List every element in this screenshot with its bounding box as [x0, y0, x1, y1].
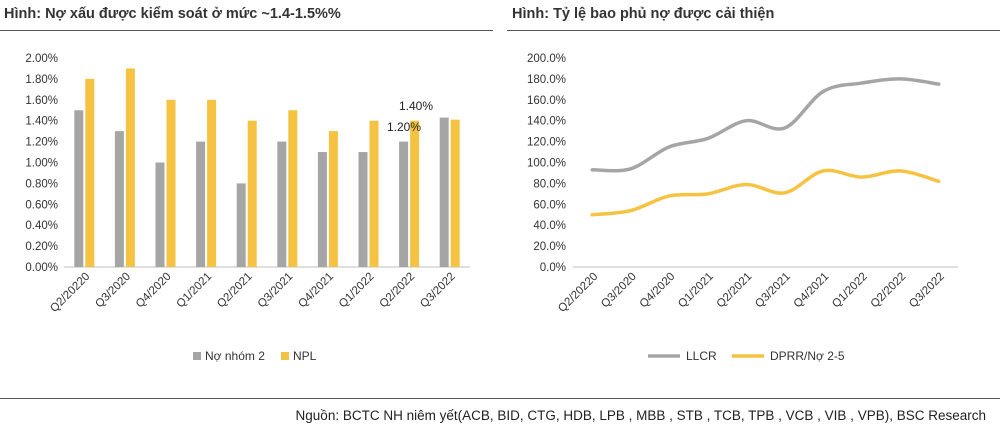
- x-tick-label: Q2/2022: [869, 271, 909, 311]
- legend-label-no-nhom-2: Nợ nhóm 2: [205, 349, 265, 363]
- y-tick-label: 60.0%: [533, 199, 566, 211]
- series-line-llcr: [590, 77, 941, 173]
- source-divider: [0, 398, 1000, 399]
- right-chart-title: Hình: Tỷ lệ bao phủ nợ được cải thiện: [512, 6, 775, 22]
- bar-npl: [410, 120, 420, 267]
- bar-npl: [85, 78, 95, 268]
- annotation-label: 1.20%: [387, 120, 421, 134]
- bar-no-nhom-2: [114, 131, 124, 267]
- y-tick-label: 2.00%: [25, 53, 58, 65]
- y-tick-label: 140.0%: [527, 116, 566, 128]
- x-tick-label: Q3/2021: [256, 271, 296, 311]
- right-title-divider: [507, 30, 1000, 31]
- x-tick-label: Q4/2020: [638, 271, 678, 311]
- bar-npl: [247, 120, 257, 267]
- left-chart-title: Hình: Nợ xấu được kiểm soát ở mức ~1.4-1…: [4, 6, 341, 22]
- y-tick-label: 20.0%: [533, 241, 566, 253]
- bar-no-nhom-2: [317, 152, 327, 267]
- bar-no-nhom-2: [196, 141, 206, 267]
- y-tick-label: 0.00%: [25, 262, 58, 274]
- y-tick-label: 80.0%: [533, 178, 566, 190]
- x-tick-label: Q3/2020: [93, 271, 133, 311]
- x-tick-label: Q1/2021: [175, 271, 215, 311]
- bar-npl: [288, 110, 298, 267]
- bar-npl: [450, 119, 460, 267]
- x-tick-label: Q3/2022: [907, 271, 947, 311]
- bar-no-nhom-2: [358, 152, 368, 267]
- bar-no-nhom-2: [236, 183, 246, 267]
- y-tick-label: 200.0%: [527, 53, 566, 65]
- x-tick-label: Q2/2021: [715, 271, 755, 311]
- y-tick-label: 40.0%: [533, 220, 566, 232]
- x-tick-label: Q3/2022: [418, 271, 458, 311]
- bar-no-nhom-2: [74, 110, 84, 267]
- bar-no-nhom-2: [277, 141, 287, 267]
- legend-label-dprr: DPRR/Nợ 2-5: [770, 349, 845, 363]
- charts-canvas: 0.00% 0.20% 0.40% 0.60% 0.80% 1.00% 1.20% 1.40%…: [25, 53, 958, 363]
- bar-no-nhom-2: [155, 162, 165, 267]
- y-tick-label: 100.0%: [527, 158, 566, 170]
- bar-npl: [166, 99, 176, 267]
- legend-swatch-npl: [281, 352, 289, 360]
- x-tick-label: Q4/2020: [134, 271, 174, 311]
- legend-label-npl: NPL: [293, 349, 317, 363]
- y-tick-label: 0.20%: [25, 241, 58, 253]
- y-tick-label: 1.60%: [25, 95, 58, 107]
- bar-no-nhom-2: [439, 117, 449, 267]
- x-tick-label: Q1/2022: [830, 271, 870, 311]
- x-tick-label: Q3/2021: [753, 271, 793, 311]
- y-tick-label: 120.0%: [527, 137, 566, 149]
- x-tick-label: Q3/2020: [599, 271, 639, 311]
- x-tick-label: Q2/2022: [378, 271, 418, 311]
- x-tick-label: Q1/2022: [337, 271, 377, 311]
- y-tick-label: 0.60%: [25, 199, 58, 211]
- legend-label-llcr: LLCR: [686, 349, 717, 363]
- series-line-dprr: [590, 168, 941, 217]
- x-tick-label: Q1/2021: [676, 271, 716, 311]
- bar-npl: [328, 131, 338, 267]
- y-tick-label: 0.80%: [25, 178, 58, 190]
- y-tick-label: 180.0%: [527, 74, 566, 86]
- bar-no-nhom-2: [399, 141, 409, 267]
- bar-npl: [369, 120, 379, 267]
- y-tick-label: 0.0%: [540, 262, 566, 274]
- y-tick-label: 1.40%: [25, 116, 58, 128]
- bar-npl: [207, 99, 217, 267]
- legend-swatch-no-nhom-2: [193, 352, 201, 360]
- source-note: Nguồn: BCTC NH niêm yết(ACB, BID, CTG, H…: [295, 408, 986, 423]
- y-tick-label: 0.40%: [25, 220, 58, 232]
- y-tick-label: 1.00%: [25, 158, 58, 170]
- left-title-divider: [0, 30, 493, 31]
- x-tick-label: Q2/20220: [556, 271, 600, 315]
- y-tick-label: 160.0%: [527, 95, 566, 107]
- x-tick-label: Q2/2021: [215, 271, 255, 311]
- x-tick-label: Q4/2021: [296, 271, 336, 311]
- y-tick-label: 1.80%: [25, 74, 58, 86]
- x-tick-label: Q2/20220: [48, 271, 92, 315]
- annotation-label: 1.40%: [399, 99, 433, 113]
- y-tick-label: 1.20%: [25, 137, 58, 149]
- bar-npl: [125, 68, 135, 267]
- x-tick-label: Q4/2021: [792, 271, 832, 311]
